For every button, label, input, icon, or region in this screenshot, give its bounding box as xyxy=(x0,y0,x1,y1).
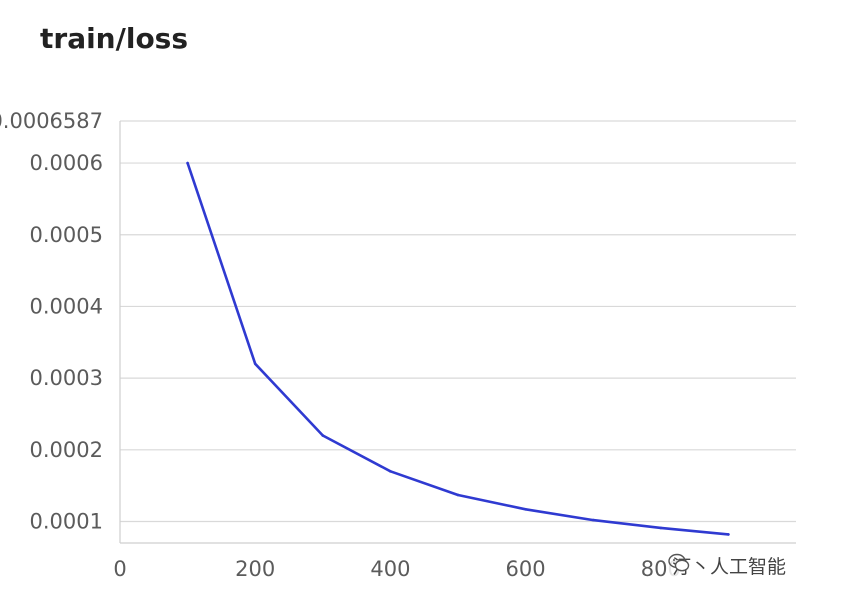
axes xyxy=(119,121,796,544)
series-lines xyxy=(186,161,730,536)
y-tick-label: 0.0006587 xyxy=(0,109,103,133)
x-tick-label: 600 xyxy=(506,557,546,581)
watermark-text: 汀丶人工智能 xyxy=(672,556,787,578)
data-point xyxy=(321,434,325,437)
wechat-icon xyxy=(668,553,690,572)
x-tick-labels: 0 200 400 600 800 xyxy=(113,557,681,581)
data-point xyxy=(591,518,595,522)
grid-lines xyxy=(120,120,796,523)
x-tick-label: 400 xyxy=(370,557,410,581)
watermark: 汀丶人工智能 xyxy=(668,552,791,579)
data-point xyxy=(389,470,392,473)
y-tick-label: 0.0006 xyxy=(30,151,103,175)
y-tick-label: 0.0005 xyxy=(30,223,103,247)
y-tick-label: 0.0003 xyxy=(30,366,103,390)
data-point xyxy=(659,526,663,530)
x-tick-label: 200 xyxy=(235,557,275,581)
x-tick-label: 0 xyxy=(113,557,126,581)
data-point xyxy=(186,161,189,165)
y-tick-label: 0.0004 xyxy=(30,294,103,318)
y-tick-label: 0.0001 xyxy=(30,509,103,533)
data-point xyxy=(456,493,460,497)
data-point xyxy=(524,508,527,511)
y-tick-label: 0.0002 xyxy=(30,438,103,462)
series-line-train-loss xyxy=(186,161,730,536)
data-point xyxy=(253,362,257,366)
chart-title: train/loss xyxy=(40,22,189,55)
data-point xyxy=(727,533,730,536)
y-tick-labels: 0.0006587 0.0006 0.0005 0.0004 0.0003 0.0002 0… xyxy=(0,109,103,533)
